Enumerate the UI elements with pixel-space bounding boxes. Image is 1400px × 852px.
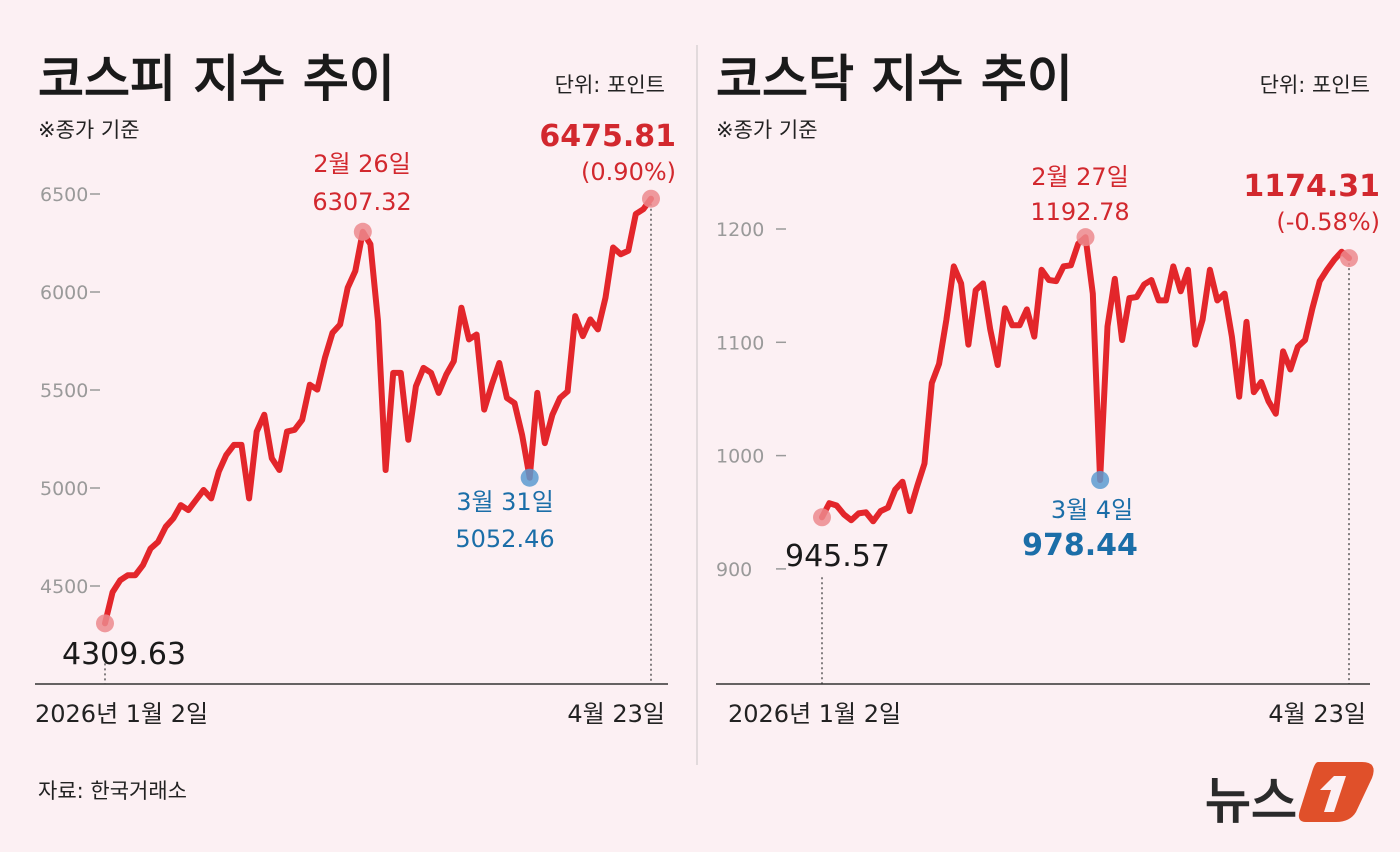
- kospi-high-value: 6307.32: [312, 188, 411, 216]
- kosdaq-y-tick-label: 900: [716, 559, 752, 581]
- kosdaq-panel: 코스닥 지수 추이 단위: 포인트 ※종가 기준 900 1000 1100 1200…: [716, 50, 1380, 728]
- kosdaq-end-marker: [1340, 249, 1358, 268]
- kospi-x-end-label: 4월 23일: [567, 700, 665, 728]
- kospi-low-date: 3월 31일: [456, 488, 554, 516]
- kospi-end-value: 6475.81: [539, 119, 676, 154]
- kosdaq-note: ※종가 기준: [716, 118, 818, 142]
- news1-logo: 뉴스: [1205, 762, 1374, 830]
- kospi-low-marker: [520, 468, 539, 487]
- kospi-y-tick-label: 4500: [40, 576, 88, 598]
- kospi-series-line: [102, 195, 654, 627]
- kospi-y-tick-label: 6500: [40, 184, 88, 206]
- kosdaq-high-marker: [1076, 228, 1095, 247]
- kospi-y-tick-label: 6000: [40, 282, 88, 304]
- logo-one-glyph: [1320, 776, 1346, 812]
- kosdaq-low-marker: [1091, 471, 1110, 490]
- kosdaq-x-end-label: 4월 23일: [1268, 700, 1366, 728]
- source-label: 자료: 한국거래소: [38, 779, 187, 803]
- kosdaq-low-value: 978.44: [1022, 528, 1138, 563]
- kosdaq-series-line: [819, 234, 1352, 525]
- logo-text: 뉴스: [1205, 772, 1297, 830]
- kospi-unit: 단위: 포인트: [555, 73, 665, 97]
- kosdaq-low-date: 3월 4일: [1051, 496, 1133, 524]
- kospi-high-marker: [353, 222, 372, 241]
- kosdaq-end-value: 1174.31: [1243, 169, 1380, 204]
- kospi-high-date: 2월 26일: [313, 150, 411, 178]
- kospi-panel: 코스피 지수 추이 단위: 포인트 ※종가 기준 4500 5000 5500 600…: [35, 50, 676, 728]
- kospi-y-tick-label: 5000: [40, 478, 88, 500]
- kosdaq-title: 코스닥 지수 추이: [716, 50, 1073, 108]
- kosdaq-y-tick-label: 1100: [716, 332, 764, 354]
- kosdaq-high-value: 1192.78: [1030, 198, 1129, 226]
- kosdaq-start-value: 945.57: [785, 539, 890, 574]
- kospi-y-tick-label: 5500: [40, 380, 88, 402]
- kosdaq-start-marker: [813, 508, 831, 527]
- kospi-end-change: (0.90%): [581, 158, 676, 186]
- kosdaq-x-start-label: 2026년 1월 2일: [728, 700, 901, 728]
- kosdaq-unit: 단위: 포인트: [1260, 73, 1370, 97]
- kospi-start-marker: [96, 614, 114, 633]
- kospi-x-start-label: 2026년 1월 2일: [35, 700, 208, 728]
- kosdaq-end-change: (-0.58%): [1276, 208, 1380, 236]
- kospi-start-value: 4309.63: [62, 637, 186, 672]
- kosdaq-y-tick-label: 1200: [716, 219, 764, 241]
- kospi-title: 코스피 지수 추이: [38, 50, 395, 108]
- kospi-note: ※종가 기준: [38, 118, 140, 142]
- kosdaq-high-date: 2월 27일: [1031, 163, 1129, 191]
- kospi-end-marker: [642, 189, 660, 208]
- kospi-low-value: 5052.46: [455, 525, 554, 553]
- kosdaq-y-tick-label: 1000: [716, 446, 764, 468]
